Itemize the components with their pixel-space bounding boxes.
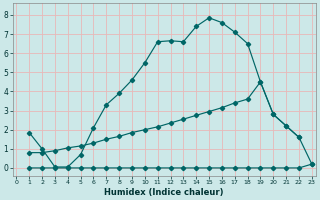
X-axis label: Humidex (Indice chaleur): Humidex (Indice chaleur) [104, 188, 224, 197]
